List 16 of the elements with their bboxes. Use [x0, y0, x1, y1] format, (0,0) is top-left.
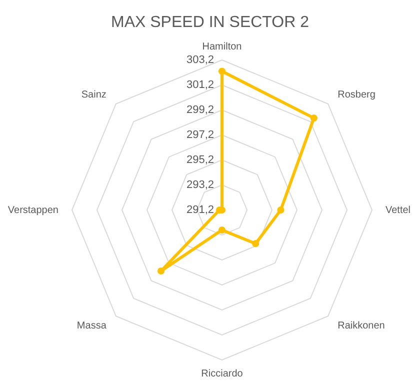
spoke-label: Rosberg — [338, 89, 376, 100]
spoke-label: Massa — [76, 320, 107, 332]
y-tick-label: 301,2 — [186, 79, 214, 91]
y-tick-label: 291,2 — [186, 204, 214, 216]
y-tick-label: 293,2 — [186, 179, 214, 191]
y-tick-label: 299,2 — [186, 104, 214, 116]
spoke-label: Hamilton — [202, 42, 242, 52]
spoke-label: Ricciardo — [201, 368, 244, 380]
spoke-label: Raikkonen — [338, 320, 385, 332]
spoke-label: Sainz — [81, 89, 106, 100]
y-tick-label: 295,2 — [186, 154, 214, 166]
y-tick-label: 303,2 — [186, 54, 214, 66]
spoke-label: Vettel — [386, 205, 411, 216]
spoke-label: Verstappen — [8, 205, 58, 216]
y-tick-label: 297,2 — [186, 129, 214, 141]
chart-title: MAX SPEED IN SECTOR 2 — [111, 14, 310, 31]
